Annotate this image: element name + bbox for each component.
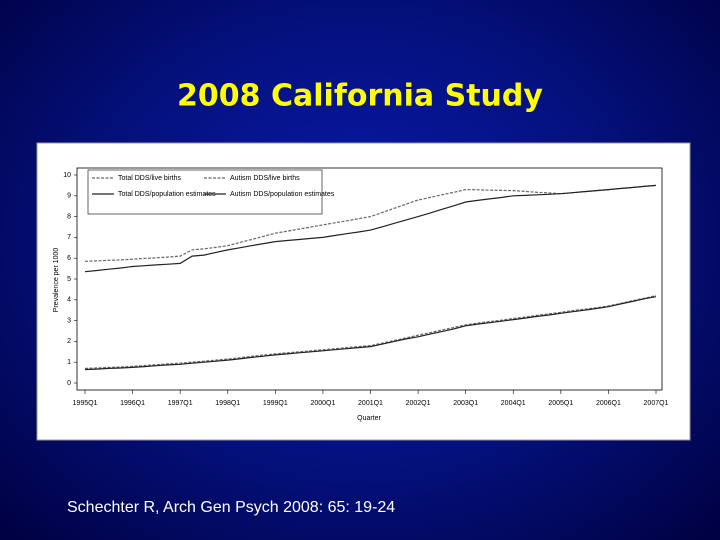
y-tick-label: 4: [67, 297, 71, 304]
x-tick-label: 1995Q1: [73, 400, 98, 407]
x-tick-label: 1999Q1: [263, 400, 288, 407]
x-tick-label: 1996Q1: [120, 400, 145, 407]
x-tick-label: 2006Q1: [596, 400, 621, 407]
slide-title: 2008 California Study: [177, 79, 543, 114]
legend-label: Total DDS/live births: [118, 175, 182, 182]
x-tick-label: 1997Q1: [168, 400, 193, 407]
series-line: [84, 184, 657, 262]
series-line: [84, 296, 657, 371]
y-tick-label: 10: [63, 172, 71, 179]
y-tick-label: 6: [67, 255, 71, 262]
legend-label: Autism DDS/live births: [230, 175, 300, 182]
y-tick-label: 9: [67, 193, 71, 200]
legend-box: [87, 169, 323, 215]
series-line: [84, 184, 657, 273]
legend-label: Total DDS/population estimates: [118, 191, 216, 198]
y-tick-label: 2: [67, 338, 71, 345]
x-axis-label: Quarter: [357, 415, 381, 422]
y-tick-label: 7: [67, 234, 71, 241]
x-tick-label: 2001Q1: [358, 400, 383, 407]
y-axis-label: Prevalence per 1000: [53, 248, 60, 313]
y-tick-label: 1: [67, 359, 71, 366]
x-tick-label: 2002Q1: [406, 400, 431, 407]
y-tick-label: 8: [67, 213, 71, 220]
y-tick-label: 3: [67, 317, 71, 324]
x-tick-label: 2004Q1: [501, 400, 526, 407]
x-tick-label: 2003Q1: [453, 400, 478, 407]
x-tick-label: 2007Q1: [644, 400, 669, 407]
series-line: [84, 295, 657, 369]
x-tick-label: 2000Q1: [310, 400, 335, 407]
x-tick-label: 2005Q1: [548, 400, 573, 407]
y-tick-label: 0: [67, 380, 71, 387]
legend-label: Autism DDS/population estimates: [230, 191, 335, 198]
x-tick-label: 1998Q1: [215, 400, 240, 407]
y-tick-label: 5: [67, 276, 71, 283]
caption: Schechter R, Arch Gen Psych 2008: 65: 19…: [67, 499, 395, 516]
